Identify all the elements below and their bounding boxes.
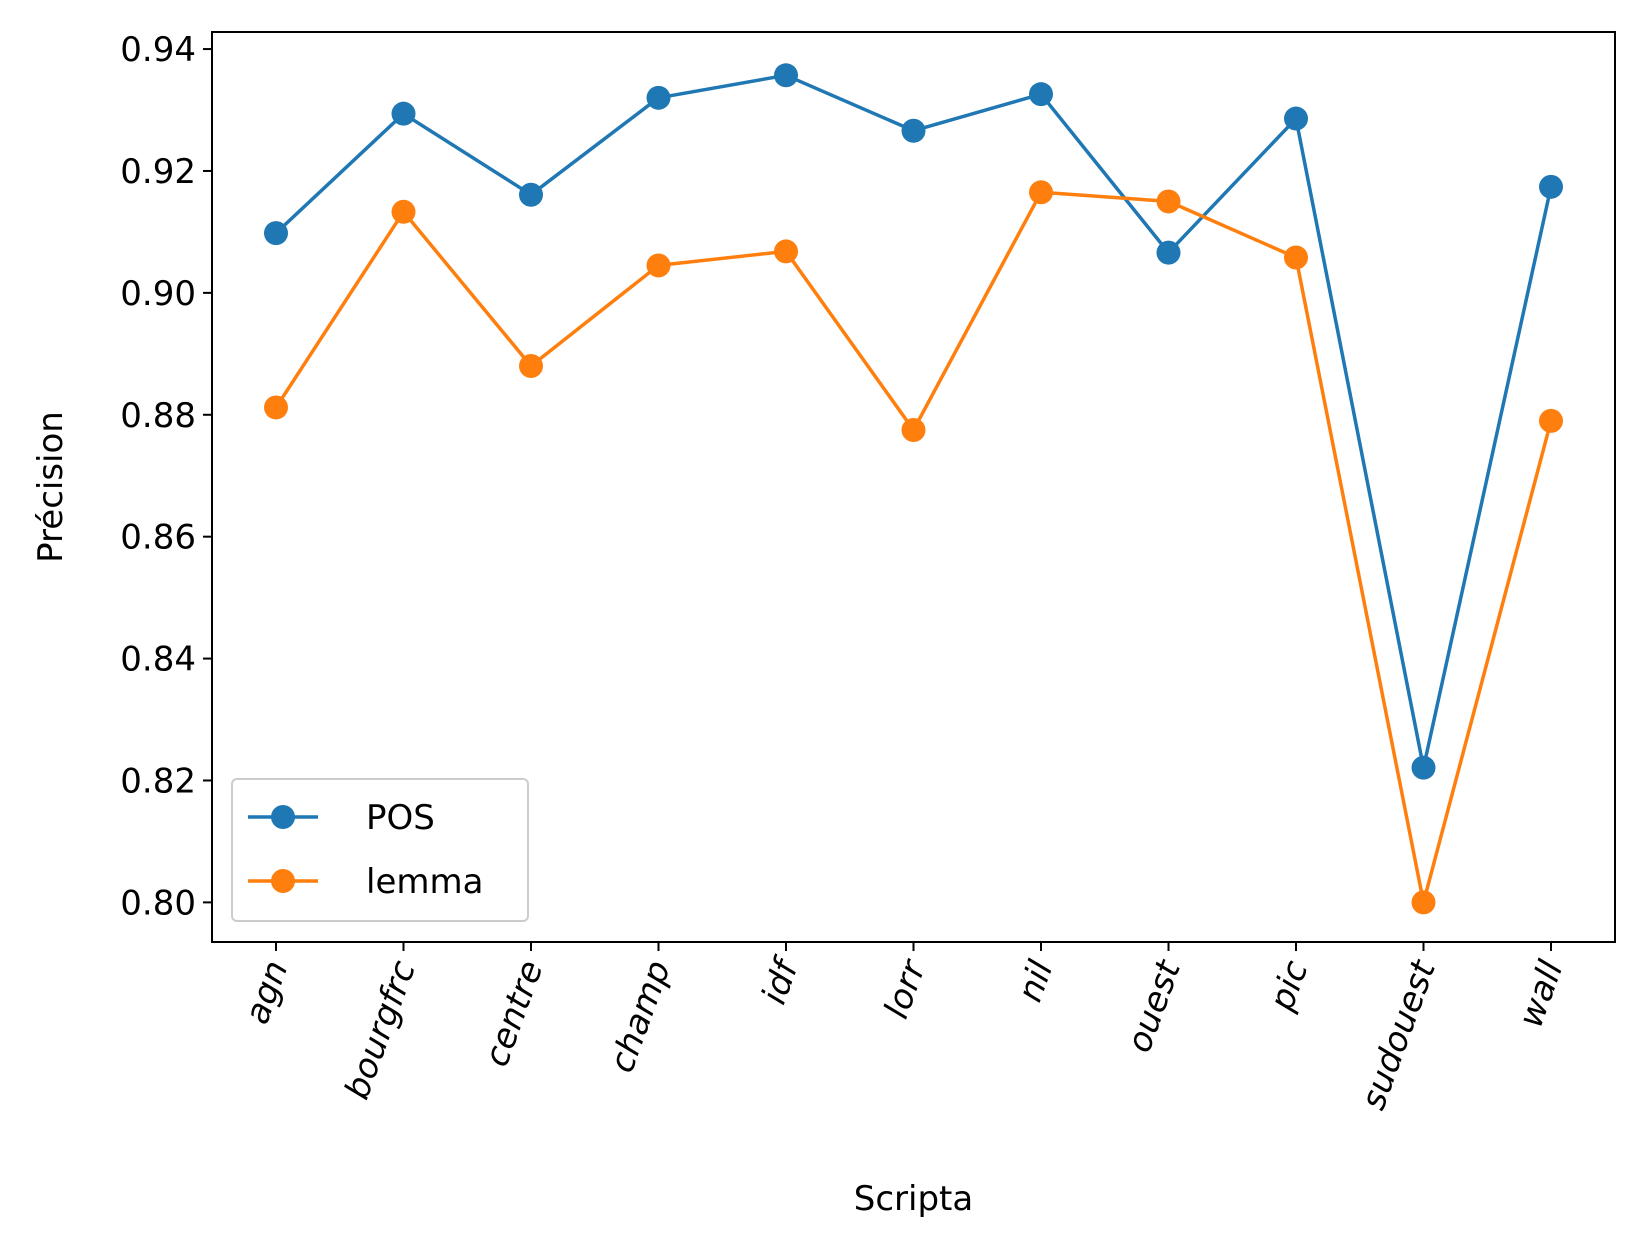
data-point — [901, 418, 926, 443]
y-tick-label: 0.88 — [120, 396, 196, 436]
y-axis-label: Précision — [31, 411, 71, 563]
legend-box — [231, 778, 529, 922]
data-point — [1411, 890, 1436, 915]
data-point — [264, 221, 288, 246]
data-point — [1411, 755, 1436, 780]
y-tick-label: 0.86 — [120, 518, 196, 558]
data-point — [264, 395, 288, 420]
data-point — [646, 253, 671, 278]
legend-item-pos: POS — [248, 798, 435, 838]
y-tick-label: 0.80 — [120, 883, 196, 923]
series-lemma — [264, 180, 1563, 915]
data-point — [774, 63, 798, 88]
y-tick-label: 0.82 — [120, 761, 196, 801]
legend: POS lemma — [231, 778, 529, 922]
data-point — [901, 118, 926, 143]
data-point — [1539, 174, 1563, 199]
data-point — [774, 239, 798, 264]
data-point — [1156, 240, 1181, 265]
y-tick-label: 0.90 — [120, 274, 196, 314]
data-point — [391, 101, 416, 126]
series-pos — [264, 63, 1563, 780]
legend-label: POS — [366, 798, 435, 838]
data-point — [519, 182, 543, 207]
legend-label: lemma — [366, 862, 483, 902]
data-point — [1156, 189, 1181, 214]
y-tick-label: 0.94 — [120, 30, 196, 70]
legend-item-lemma: lemma — [248, 862, 483, 902]
x-axis-label: Scripta — [854, 1179, 973, 1219]
y-tick-label: 0.84 — [120, 640, 196, 680]
y-axis: 0.80 0.82 0.84 0.86 0.88 0.90 0.92 0.94 — [120, 30, 212, 923]
data-point — [1029, 82, 1053, 107]
data-point — [519, 354, 543, 379]
data-point — [391, 199, 416, 224]
data-point — [646, 85, 671, 110]
data-point — [1284, 106, 1308, 131]
data-point — [1284, 245, 1308, 270]
series-layer — [264, 63, 1563, 915]
legend-marker — [271, 869, 295, 893]
legend-marker — [271, 805, 295, 829]
data-point — [1029, 180, 1053, 205]
data-point — [1539, 408, 1563, 433]
y-tick-label: 0.92 — [120, 152, 196, 192]
